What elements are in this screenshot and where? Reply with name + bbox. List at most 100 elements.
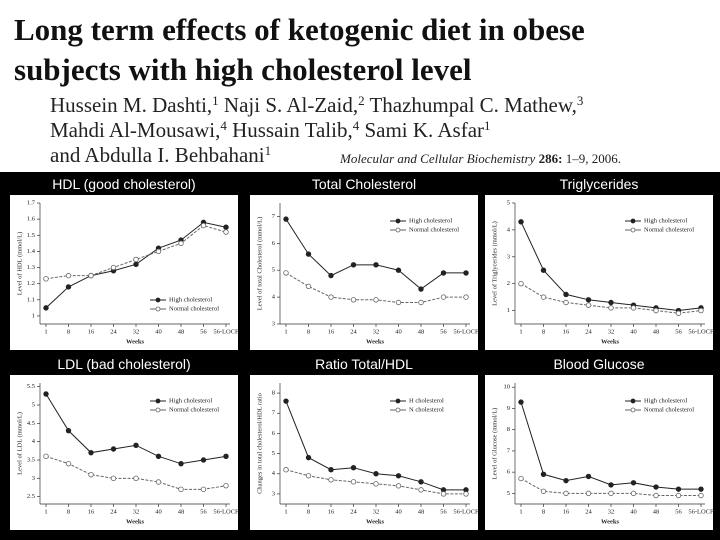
data-point xyxy=(283,216,289,222)
legend-marker xyxy=(630,227,636,233)
y-tick-label: 4 xyxy=(32,438,36,445)
data-point xyxy=(653,307,659,314)
legend: H cholesterol N cholesterol xyxy=(390,397,444,413)
x-axis-label: Weeks xyxy=(366,338,385,345)
legend-label: Normal cholesterol xyxy=(644,226,694,233)
data-point xyxy=(43,453,49,460)
data-point xyxy=(540,267,547,273)
authors: Hussein M. Dashti,1 Naji S. Al-Zaid,2 Th… xyxy=(50,93,583,168)
legend-marker xyxy=(155,306,161,312)
data-point xyxy=(518,219,524,225)
data-point xyxy=(675,486,682,492)
chart-title: Triglycerides xyxy=(560,176,639,192)
data-point xyxy=(65,272,72,279)
author-line: Mahdi Al-Mousawi,4 Hussain Talib,4 Sami … xyxy=(50,118,491,143)
y-tick-label: 3.5 xyxy=(27,456,35,463)
author-affiliation: 4 xyxy=(220,118,227,133)
legend: High cholesterol Normal cholesterol xyxy=(390,217,459,233)
y-tick-label: 1.7 xyxy=(27,199,36,206)
data-point xyxy=(178,486,184,493)
x-tick-label: 24 xyxy=(110,328,117,335)
data-point xyxy=(178,240,184,247)
x-tick-label: 56-LOCF xyxy=(453,508,479,515)
x-tick-label: 24 xyxy=(585,328,592,335)
data-point xyxy=(518,280,524,287)
data-point xyxy=(88,272,94,279)
y-axis-label: Level of Triglycerides (mmol/L) xyxy=(491,221,498,306)
series-line xyxy=(45,455,227,490)
data-point xyxy=(608,482,614,488)
y-tick-label: 2.5 xyxy=(27,493,35,500)
x-tick-label: 24 xyxy=(110,508,117,515)
data-point xyxy=(675,492,682,499)
data-point xyxy=(223,453,229,460)
data-point xyxy=(305,473,312,479)
author-line: and Abdulla I. Behbahani1 xyxy=(50,143,271,168)
legend-label: Normal cholesterol xyxy=(644,406,694,413)
y-tick-label: 1 xyxy=(507,307,510,314)
legend-marker xyxy=(630,218,636,224)
data-point xyxy=(350,464,357,471)
legend-label: N cholesterol xyxy=(409,406,444,413)
data-point xyxy=(133,442,139,449)
x-tick-label: 24 xyxy=(350,508,357,515)
x-tick-label: 32 xyxy=(608,508,615,515)
x-tick-label: 56 xyxy=(675,508,682,515)
x-tick-label: 40 xyxy=(630,328,637,335)
data-point xyxy=(395,483,402,489)
x-tick-label: 48 xyxy=(178,328,185,335)
data-point xyxy=(155,479,162,485)
x-tick-label: 8 xyxy=(542,508,545,515)
x-tick-label: 24 xyxy=(585,508,592,515)
y-tick-label: 8 xyxy=(507,426,510,433)
x-axis-label: Weeks xyxy=(601,518,620,525)
x-tick-label: 56 xyxy=(440,328,447,335)
title-line: subjects with high cholesterol level xyxy=(14,52,472,87)
author-affiliation: 4 xyxy=(353,118,360,133)
data-point xyxy=(110,475,117,482)
x-tick-label: 16 xyxy=(328,508,335,515)
y-tick-label: 6 xyxy=(272,240,276,247)
data-point xyxy=(698,307,704,314)
x-tick-label: 40 xyxy=(155,328,162,335)
legend-marker xyxy=(395,398,401,404)
data-point xyxy=(540,471,547,477)
y-tick-label: 10 xyxy=(504,384,511,391)
x-tick-label: 56-LOCF xyxy=(688,508,714,515)
author-affiliation: 2 xyxy=(358,93,365,108)
data-point xyxy=(133,256,139,263)
data-point xyxy=(223,229,229,235)
data-point xyxy=(65,460,72,467)
x-tick-label: 56-LOCF xyxy=(213,328,239,335)
author-affiliation: 1 xyxy=(212,93,219,108)
data-point xyxy=(328,294,334,300)
x-tick-label: 1 xyxy=(519,328,522,335)
legend-label: Normal cholesterol xyxy=(409,226,459,233)
y-tick-label: 1.1 xyxy=(27,296,35,303)
data-point xyxy=(418,487,424,493)
legend: High cholesterol Normal cholesterol xyxy=(150,296,219,312)
x-tick-label: 56-LOCF xyxy=(453,328,479,335)
header-bg xyxy=(0,0,720,172)
y-tick-label: 4.5 xyxy=(27,420,35,427)
x-tick-label: 1 xyxy=(519,508,522,515)
legend-label: High cholesterol xyxy=(644,397,687,404)
data-point xyxy=(200,457,207,463)
data-point xyxy=(373,297,379,303)
x-tick-label: 48 xyxy=(178,508,185,515)
y-tick-label: 8 xyxy=(272,390,275,397)
y-tick-label: 9 xyxy=(507,405,510,412)
data-point xyxy=(328,467,334,473)
legend-marker xyxy=(155,297,161,303)
x-axis-label: Weeks xyxy=(126,518,145,525)
data-point xyxy=(133,475,139,482)
author-name: Mahdi Al-Mousawi, xyxy=(50,118,220,142)
data-point xyxy=(463,491,469,497)
author-name: Hussein M. Dashti, xyxy=(50,93,212,117)
data-point xyxy=(395,473,402,479)
x-tick-label: 48 xyxy=(653,508,660,515)
x-tick-label: 32 xyxy=(373,328,380,335)
